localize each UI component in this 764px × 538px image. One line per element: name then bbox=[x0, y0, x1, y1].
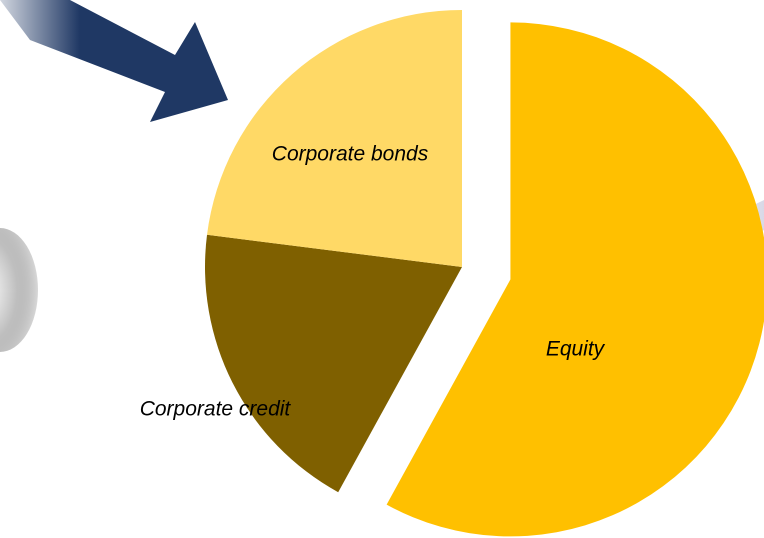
pie-slice bbox=[386, 22, 764, 537]
slice-label: Corporate credit bbox=[140, 398, 292, 421]
pie-slice bbox=[207, 10, 462, 267]
slice-label: Corporate bonds bbox=[272, 143, 429, 166]
decorative-arrow bbox=[0, 0, 228, 122]
decorative-shape bbox=[0, 228, 38, 352]
pie: Equity Corporate credit Corporate bonds bbox=[140, 10, 764, 537]
slice-label: Equity bbox=[546, 338, 606, 361]
pie-slice bbox=[205, 234, 463, 493]
